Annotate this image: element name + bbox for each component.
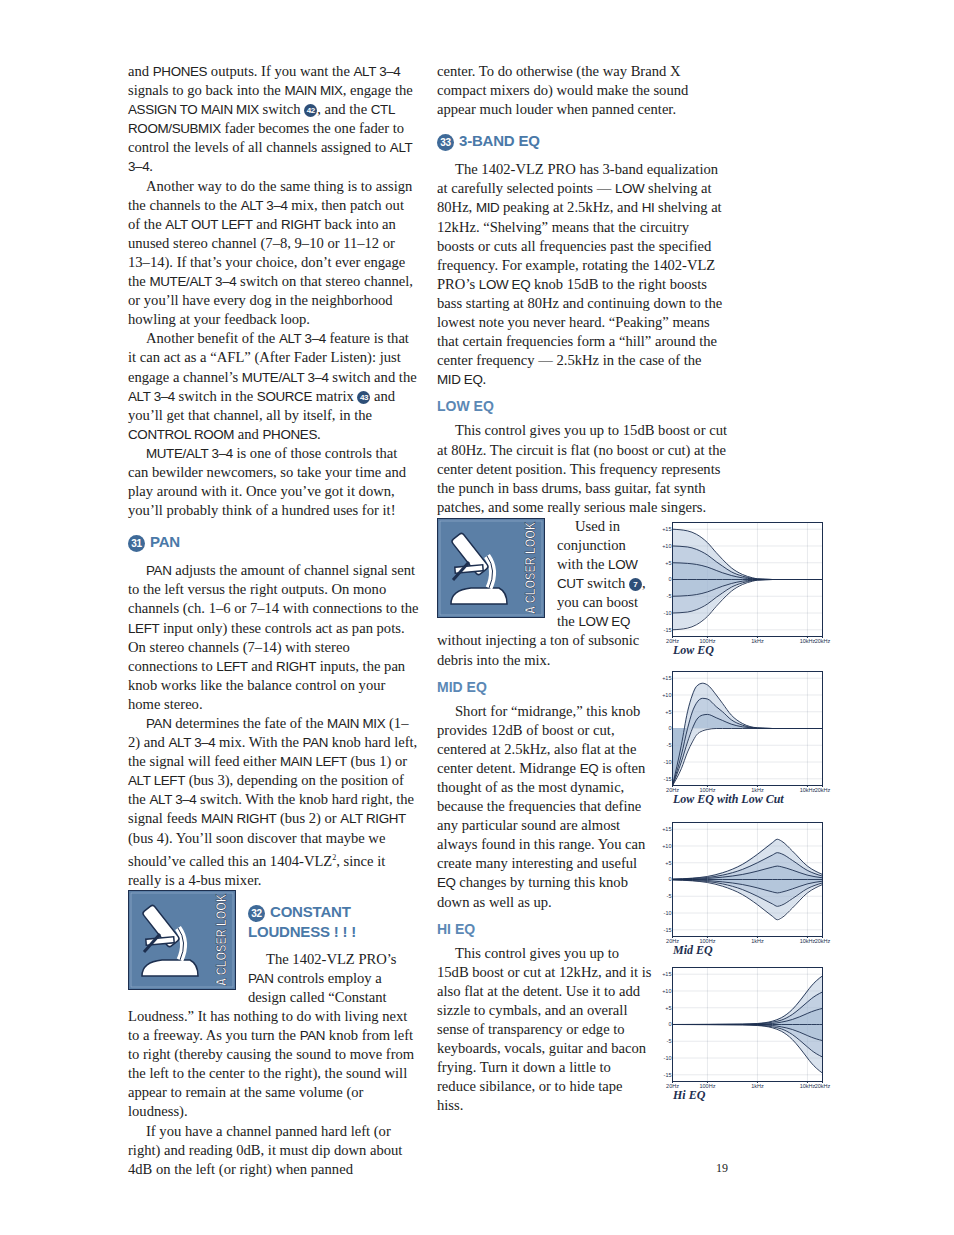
svg-text:+15: +15: [662, 826, 671, 832]
html-text:If you have a channel panned h: If you have a channel panned hard left (…: [128, 1122, 403, 1177]
html-text:EQ changes by turning this kno: EQ changes by turning this knob down as …: [437, 874, 628, 910]
svg-text:10kHz: 10kHz: [800, 938, 816, 944]
svg-text:20kHz: 20kHz: [815, 638, 831, 644]
svg-text:-5: -5: [667, 893, 672, 899]
svg-text:+10: +10: [662, 988, 671, 994]
svg-text:+15: +15: [662, 675, 671, 681]
svg-text:+5: +5: [665, 859, 671, 865]
svg-text:100Hz: 100Hz: [699, 638, 716, 645]
svg-text:1kHz: 1kHz: [751, 787, 764, 794]
svg-text:-5: -5: [667, 742, 672, 748]
html-text:This control gives you up to 1: This control gives you up to 15dB boost …: [437, 944, 652, 1114]
html-text:3-BAND EQ: 3-BAND EQ: [459, 132, 540, 150]
svg-text:10kHz: 10kHz: [800, 638, 816, 644]
html-text:19: 19: [716, 1161, 728, 1175]
html-text:and PHONES outputs. If you wan: and PHONES outputs. If you want the ALT …: [128, 63, 401, 79]
svg-text:0: 0: [668, 725, 671, 731]
html-text:Short for “midrange,” this kno: Short for “midrange,” this knob provides…: [437, 702, 646, 872]
svg-text:20Hz: 20Hz: [666, 1083, 679, 1090]
html-text:33: 33: [440, 137, 451, 149]
svg-text:0: 0: [668, 576, 671, 582]
svg-text:100Hz: 100Hz: [699, 787, 716, 794]
html-text:31: 31: [131, 538, 142, 550]
svg-text:1kHz: 1kHz: [751, 1083, 764, 1089]
svg-text:10kHz: 10kHz: [800, 787, 816, 793]
html-text:CONSTANT LOUDNESS ! ! !: CONSTANT LOUDNESS ! ! !: [248, 902, 356, 940]
html-text:32: 32: [251, 907, 262, 919]
svg-text:+5: +5: [665, 1004, 671, 1010]
svg-text:+15: +15: [662, 526, 671, 532]
html-text:LEFT input only) these control: LEFT input only) these controls act as p…: [128, 619, 406, 712]
html-text:center. To do otherwise (the w: center. To do otherwise (the way Brand X…: [437, 63, 689, 118]
svg-text:0: 0: [668, 1021, 671, 1027]
html-text:The 1402-VLZ PRO has 3-band eq: The 1402-VLZ PRO has 3-band equalization…: [437, 161, 723, 369]
svg-text:-5: -5: [667, 1038, 672, 1044]
svg-text:20kHz: 20kHz: [815, 938, 831, 944]
html-text:Another way to do the same thi: Another way to do the same thing is to a…: [128, 177, 413, 328]
html-text:LOW EQ: LOW EQ: [437, 398, 494, 415]
html-text:signals to go back into the MA: signals to go back into the MAIN MIX, en…: [128, 82, 413, 99]
html-text:ALT 3–4 switch in the SOURCE m: ALT 3–4 switch in the SOURCE matrix43and…: [128, 387, 396, 423]
svg-text:+10: +10: [662, 843, 671, 849]
svg-text:-15: -15: [664, 927, 672, 933]
html-text:MUTE/ALT 3–4 is one of those c: MUTE/ALT 3–4 is one of those controls th…: [128, 444, 406, 519]
html-text:PAN adjusts the amount of chan: PAN adjusts the amount of channel signal…: [128, 562, 419, 617]
svg-text:-10: -10: [664, 1055, 672, 1061]
svg-text:10kHz: 10kHz: [800, 1083, 816, 1089]
svg-text:1kHz: 1kHz: [751, 638, 764, 644]
html-text:This control gives you up to 1: This control gives you up to 15dB boost …: [437, 422, 727, 515]
svg-text:-10: -10: [664, 610, 672, 616]
svg-text:100Hz: 100Hz: [699, 938, 716, 945]
html-text:Used in conjunction with the L: Used in conjunction with the LOW CUT swi…: [557, 517, 646, 630]
html-text:ALT LEFT (bus 3), depending on: ALT LEFT (bus 3), depending on the posit…: [128, 772, 414, 827]
html-text:without injecting a ton of sub: without injecting a ton of subsonic debr…: [437, 632, 640, 668]
html-text:Mid EQ: Mid EQ: [673, 943, 713, 957]
svg-text:-5: -5: [667, 593, 672, 599]
html-text:Another benefit of the ALT 3–4: Another benefit of the ALT 3–4 feature i…: [128, 330, 417, 385]
html-text:Low EQ: Low EQ: [673, 643, 714, 657]
svg-text:-10: -10: [664, 759, 672, 765]
svg-text:A CLOSER LOOK: A CLOSER LOOK: [522, 522, 538, 614]
svg-text:1kHz: 1kHz: [751, 938, 764, 944]
html-text:ASSIGN TO MAIN MIX switch42, a: ASSIGN TO MAIN MIX switch42, and the CTL…: [128, 101, 413, 175]
html-text:PAN: PAN: [150, 533, 180, 551]
svg-text:-15: -15: [664, 1072, 672, 1078]
svg-text:-10: -10: [664, 910, 672, 916]
html-text:Low EQ with Low Cut: Low EQ with Low Cut: [673, 792, 784, 806]
svg-text:A CLOSER LOOK: A CLOSER LOOK: [213, 894, 229, 986]
html-text:PAN controls employ a design c: PAN controls employ a design called “Con…: [128, 969, 415, 1120]
svg-text:20Hz: 20Hz: [666, 787, 679, 794]
svg-text:+10: +10: [662, 692, 671, 698]
svg-text:20kHz: 20kHz: [815, 1083, 831, 1089]
html-text:(bus 4). You’ll soon discover: (bus 4). You’ll soon discover that maybe…: [128, 829, 386, 888]
svg-text:20Hz: 20Hz: [666, 638, 679, 645]
html-text:The 1402-VLZ PRO’s: The 1402-VLZ PRO’s: [266, 950, 397, 967]
svg-text:100Hz: 100Hz: [699, 1083, 716, 1090]
html-text:MID EQ.: MID EQ.: [437, 371, 487, 388]
html-text:MID EQ: MID EQ: [437, 678, 487, 695]
html-text:PAN determines the fate of the: PAN determines the fate of the MAIN MIX …: [128, 715, 418, 770]
svg-text:+5: +5: [665, 708, 671, 714]
html-text:HI EQ: HI EQ: [437, 920, 476, 937]
html-text:CONTROL ROOM and PHONES.: CONTROL ROOM and PHONES.: [128, 425, 321, 442]
svg-text:0: 0: [668, 876, 671, 882]
svg-text:-15: -15: [664, 776, 672, 782]
html-text:Hi EQ: Hi EQ: [673, 1088, 706, 1102]
svg-text:20Hz: 20Hz: [666, 938, 679, 945]
svg-text:+15: +15: [662, 971, 671, 977]
svg-text:20kHz: 20kHz: [815, 787, 831, 793]
svg-text:+10: +10: [662, 543, 671, 549]
svg-text:-15: -15: [664, 627, 672, 633]
svg-text:+5: +5: [665, 559, 671, 565]
